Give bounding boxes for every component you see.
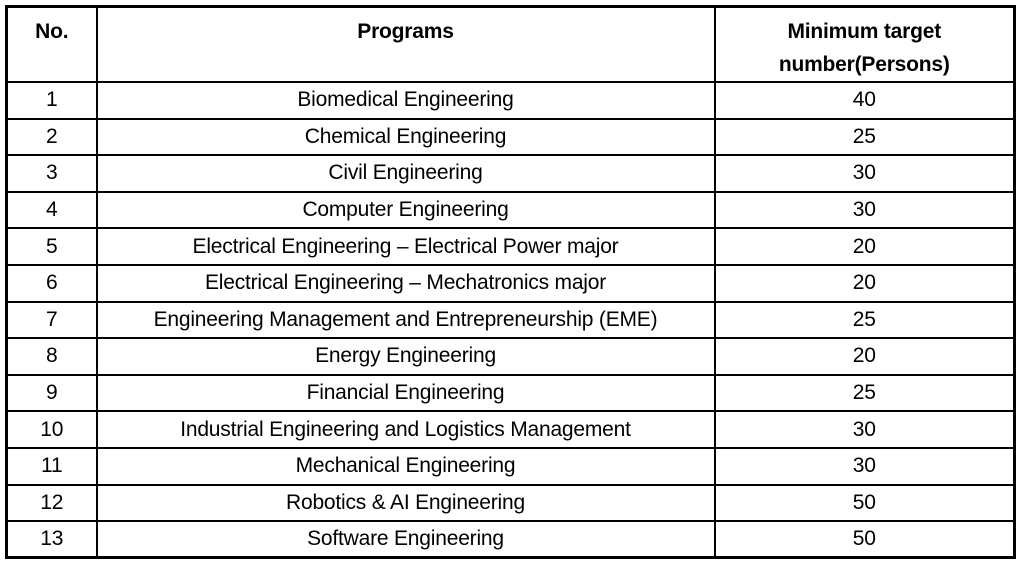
table-row: 3 Civil Engineering 30 bbox=[5, 154, 1016, 193]
row-number-cell: 2 bbox=[5, 117, 98, 157]
program-name-cell: Electrical Engineering – Electrical Powe… bbox=[95, 227, 716, 266]
program-name-cell: Electrical Engineering – Mechatronics ma… bbox=[95, 263, 716, 303]
table-row: 1 Biomedical Engineering 40 bbox=[5, 81, 1016, 120]
row-number-cell: 9 bbox=[5, 373, 98, 413]
table-row: 12 Robotics & AI Engineering 50 bbox=[5, 483, 1016, 523]
table-row: 13 Software Engineering 50 bbox=[5, 520, 1016, 559]
row-number-cell: 3 bbox=[5, 154, 98, 193]
target-number-cell: 20 bbox=[713, 263, 1016, 303]
table-row: 9 Financial Engineering 25 bbox=[5, 373, 1016, 413]
program-name-cell: Civil Engineering bbox=[95, 154, 716, 193]
table-row: 11 Mechanical Engineering 30 bbox=[5, 446, 1016, 486]
target-number-cell: 25 bbox=[713, 117, 1016, 157]
target-number-cell: 50 bbox=[713, 520, 1016, 559]
target-number-cell: 20 bbox=[713, 227, 1016, 266]
program-name-cell: Engineering Management and Entrepreneurs… bbox=[95, 300, 716, 340]
program-name-cell: Energy Engineering bbox=[95, 337, 716, 376]
program-name-cell: Robotics & AI Engineering bbox=[95, 483, 716, 523]
target-number-cell: 30 bbox=[713, 410, 1016, 449]
program-name-cell: Software Engineering bbox=[95, 520, 716, 559]
row-number-cell: 11 bbox=[5, 446, 98, 486]
header-row: No. Programs Minimum target number(Perso… bbox=[5, 5, 1016, 83]
table-body: 1 Biomedical Engineering 40 2 Chemical Engin… bbox=[5, 81, 1016, 559]
program-name-cell: Financial Engineering bbox=[95, 373, 716, 413]
row-number-cell: 8 bbox=[5, 337, 98, 376]
row-number-cell: 4 bbox=[5, 190, 98, 230]
program-name-cell: Industrial Engineering and Logistics Man… bbox=[95, 410, 716, 449]
table-row: 7 Engineering Management and Entrepreneur… bbox=[5, 300, 1016, 340]
table-row: 6 Electrical Engineering – Mechatronics m… bbox=[5, 263, 1016, 303]
header-no: No. bbox=[5, 5, 98, 83]
program-name-cell: Mechanical Engineering bbox=[95, 446, 716, 486]
row-number-cell: 6 bbox=[5, 263, 98, 303]
header-minimum-target: Minimum target number(Persons) bbox=[713, 5, 1016, 83]
target-number-cell: 40 bbox=[713, 81, 1016, 120]
table-header: No. Programs Minimum target number(Perso… bbox=[5, 5, 1016, 83]
table-row: 8 Energy Engineering 20 bbox=[5, 337, 1016, 376]
programs-table: No. Programs Minimum target number(Perso… bbox=[5, 5, 1016, 560]
row-number-cell: 5 bbox=[5, 227, 98, 266]
target-number-cell: 25 bbox=[713, 300, 1016, 340]
target-number-cell: 30 bbox=[713, 154, 1016, 193]
target-number-cell: 30 bbox=[713, 190, 1016, 230]
target-number-cell: 20 bbox=[713, 337, 1016, 376]
header-programs: Programs bbox=[95, 5, 716, 83]
row-number-cell: 12 bbox=[5, 483, 98, 523]
target-number-cell: 25 bbox=[713, 373, 1016, 413]
target-number-cell: 50 bbox=[713, 483, 1016, 523]
row-number-cell: 13 bbox=[5, 520, 98, 559]
target-number-cell: 30 bbox=[713, 446, 1016, 486]
table-row: 2 Chemical Engineering 25 bbox=[5, 117, 1016, 157]
row-number-cell: 1 bbox=[5, 81, 98, 120]
table-row: 4 Computer Engineering 30 bbox=[5, 190, 1016, 230]
table-row: 10 Industrial Engineering and Logistics M… bbox=[5, 410, 1016, 449]
row-number-cell: 10 bbox=[5, 410, 98, 449]
program-name-cell: Biomedical Engineering bbox=[95, 81, 716, 120]
table-row: 5 Electrical Engineering – Electrical Pow… bbox=[5, 227, 1016, 266]
program-name-cell: Chemical Engineering bbox=[95, 117, 716, 157]
row-number-cell: 7 bbox=[5, 300, 98, 340]
program-name-cell: Computer Engineering bbox=[95, 190, 716, 230]
